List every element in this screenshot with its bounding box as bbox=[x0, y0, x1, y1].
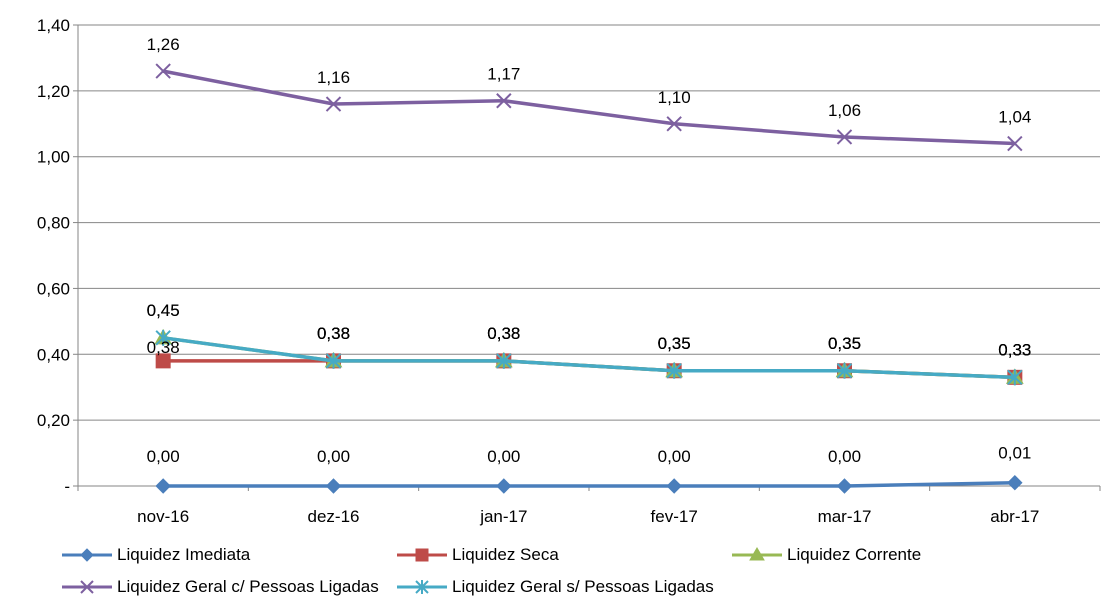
data-point bbox=[496, 93, 512, 109]
data-point bbox=[155, 329, 171, 346]
y-tick-label: 0,60 bbox=[37, 279, 70, 298]
data-label: 0,38 bbox=[147, 338, 180, 357]
data-point bbox=[325, 478, 342, 494]
y-tick-label: 0,80 bbox=[37, 214, 70, 233]
data-point bbox=[155, 478, 171, 494]
x-tick-label: abr-17 bbox=[990, 507, 1039, 526]
x-tick-label: jan-17 bbox=[479, 507, 527, 526]
data-point bbox=[80, 548, 94, 562]
data-label: 0,00 bbox=[487, 447, 520, 466]
data-point bbox=[749, 547, 765, 561]
legend-label: Liquidez Seca bbox=[452, 545, 559, 564]
legend-swatch bbox=[397, 580, 447, 594]
series-line bbox=[163, 359, 1015, 380]
y-tick-label: 1,00 bbox=[37, 148, 70, 167]
data-point bbox=[1007, 369, 1023, 386]
data-point bbox=[325, 352, 342, 369]
data-label: 0,33 bbox=[998, 340, 1031, 359]
line-chart: - 0,20 0,40 0,60 0,80 1,00 1,20 1,40 nov-16 dez-1… bbox=[37, 16, 1101, 526]
data-point bbox=[155, 63, 171, 79]
data-label: 0,45 bbox=[147, 301, 180, 320]
series-line bbox=[162, 336, 1015, 380]
data-point bbox=[666, 478, 682, 494]
data-label: 0,33 bbox=[998, 340, 1031, 359]
data-label: 0,38 bbox=[317, 324, 350, 343]
data-label: 0,00 bbox=[658, 447, 691, 466]
data-point bbox=[836, 129, 853, 145]
legend-swatch bbox=[62, 548, 112, 562]
legend-label: Liquidez Geral s/ Pessoas Ligadas bbox=[452, 577, 714, 596]
data-label: 0,35 bbox=[658, 334, 691, 353]
legend-swatch bbox=[397, 548, 447, 562]
data-label: 1,26 bbox=[147, 35, 180, 54]
y-tick-label: 0,20 bbox=[37, 411, 70, 430]
data-point bbox=[80, 580, 94, 594]
y-tick-label: - bbox=[64, 477, 70, 496]
data-point bbox=[1007, 135, 1023, 152]
series-0 bbox=[155, 474, 1023, 494]
chart-legend: Liquidez Imediata Liquidez Seca Liquidez C… bbox=[60, 545, 1100, 605]
data-label: 1,10 bbox=[658, 88, 691, 107]
legend-swatch bbox=[732, 547, 782, 561]
data-point bbox=[415, 548, 429, 562]
data-label: 1,04 bbox=[998, 108, 1031, 127]
data-point bbox=[836, 362, 853, 379]
data-label: 1,06 bbox=[828, 101, 861, 120]
data-label: 1,16 bbox=[317, 68, 350, 87]
data-label: 0,38 bbox=[487, 324, 520, 343]
data-label: 0,35 bbox=[828, 334, 861, 353]
legend-label: Liquidez Geral c/ Pessoas Ligadas bbox=[117, 577, 379, 596]
data-label: 0,00 bbox=[828, 447, 861, 466]
data-label: 0,01 bbox=[998, 444, 1031, 463]
y-tick-label: 1,40 bbox=[37, 16, 70, 35]
data-label: 0,45 bbox=[147, 301, 180, 320]
x-tick-label: fev-17 bbox=[651, 507, 698, 526]
series-1 bbox=[155, 353, 1023, 385]
data-label: 1,17 bbox=[487, 65, 520, 84]
data-point bbox=[836, 478, 853, 494]
series-4 bbox=[155, 329, 1023, 386]
data-label: 0,35 bbox=[828, 334, 861, 353]
data-point bbox=[325, 96, 342, 112]
data-label: 0,33 bbox=[998, 340, 1031, 359]
legend-item: Liquidez Geral c/ Pessoas Ligadas bbox=[60, 577, 379, 597]
data-point bbox=[496, 478, 512, 494]
x-tick-label: mar-17 bbox=[818, 507, 872, 526]
series-2 bbox=[154, 328, 1024, 384]
y-tick-label: 1,20 bbox=[37, 82, 70, 101]
data-label: 0,38 bbox=[317, 324, 350, 343]
data-label: 0,00 bbox=[317, 447, 350, 466]
data-label: 0,35 bbox=[828, 334, 861, 353]
data-label: 0,38 bbox=[487, 324, 520, 343]
x-tick-label: dez-16 bbox=[308, 507, 360, 526]
legend-item: Liquidez Geral s/ Pessoas Ligadas bbox=[395, 577, 714, 597]
data-label: 0,38 bbox=[487, 324, 520, 343]
legend-item: Liquidez Imediata bbox=[60, 545, 250, 565]
data-point bbox=[666, 362, 682, 379]
data-label: 0,35 bbox=[658, 334, 691, 353]
data-point bbox=[1007, 474, 1023, 491]
legend-label: Liquidez Corrente bbox=[787, 545, 922, 564]
legend-swatch bbox=[62, 580, 112, 594]
data-label: 0,00 bbox=[147, 447, 180, 466]
data-label: 0,38 bbox=[317, 324, 350, 343]
data-point bbox=[496, 352, 512, 369]
series-line bbox=[163, 480, 1015, 488]
y-tick-label: 0,40 bbox=[37, 345, 70, 364]
legend-label: Liquidez Imediata bbox=[117, 545, 251, 564]
legend-item: Liquidez Corrente bbox=[730, 545, 921, 565]
series-line bbox=[162, 69, 1015, 146]
legend-item: Liquidez Seca bbox=[395, 545, 559, 565]
data-point bbox=[155, 353, 171, 369]
data-point bbox=[666, 116, 682, 132]
series-3 bbox=[155, 63, 1023, 152]
data-point bbox=[415, 580, 429, 594]
x-tick-label: nov-16 bbox=[137, 507, 189, 526]
data-label: 0,35 bbox=[658, 334, 691, 353]
